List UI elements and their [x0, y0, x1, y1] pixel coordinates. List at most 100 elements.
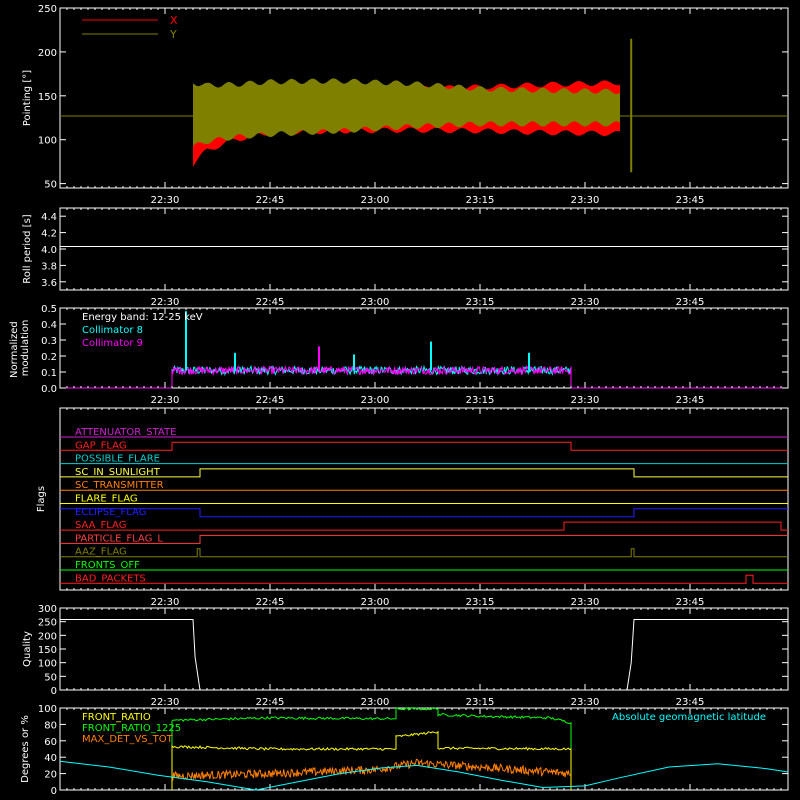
x-tick-label: 23:30 [571, 395, 600, 406]
x-tick-label: 23:30 [571, 297, 600, 308]
pointing-y-ticks: 50 100 150 200 250 [38, 4, 788, 191]
flag-label-flare-flag: FLARE_FLAG [75, 494, 138, 505]
modulation-ylabel: Normalized modulation [9, 318, 31, 378]
roll-x-ticks: 22:30 22:45 23:00 23:15 23:30 23:45 [59, 208, 789, 308]
x-tick-label: 23:30 [571, 697, 600, 708]
front-series-max-det-vs-tot [171, 758, 572, 782]
y-tick-label: 40 [44, 753, 57, 764]
flags-x-ticks: 22:30 22:45 23:00 23:15 23:30 23:45 [59, 408, 789, 608]
y-tick-label: 20 [44, 770, 57, 781]
legend-max-det-vs-tot: MAX_DET_VS_TOT [82, 734, 174, 745]
x-tick-label: 23:30 [571, 597, 600, 608]
x-tick-label: 23:00 [361, 195, 390, 206]
y-tick-label: 150 [38, 645, 57, 656]
x-tick-label: 23:00 [361, 697, 390, 708]
modulation-collimator-9 [171, 364, 572, 388]
x-tick-label: 22:30 [151, 697, 180, 708]
y-tick-label: 100 [38, 704, 57, 715]
x-tick-label: 23:45 [676, 697, 705, 708]
x-tick-label: 22:45 [256, 297, 285, 308]
x-tick-label: 22:30 [151, 195, 180, 206]
quality-line [60, 619, 788, 691]
flag-line-sc-in-sunlight [60, 468, 788, 478]
y-tick-label: 4.0 [41, 245, 57, 256]
y-tick-label: 80 [44, 720, 57, 731]
flag-label-saa-flag: SAA_FLAG [75, 520, 126, 531]
roll-y-ticks: 3.6 3.8 4.0 4.2 4.4 [41, 212, 788, 289]
modulation-ylabel-line2: modulation [20, 320, 31, 377]
modulation-x-ticks: 22:30 22:45 23:00 23:15 23:30 23:45 [59, 308, 789, 406]
front-panel: 0 20 40 60 80 100 Degrees or % FRONT_RATIO FR… [20, 704, 789, 797]
flag-label-bad-packets: BAD_PACKETS [75, 573, 146, 584]
y-tick-label: 250 [38, 4, 57, 15]
flag-line-gap-flag [60, 441, 788, 451]
x-tick-label: 23:00 [361, 597, 390, 608]
y-tick-label: 150 [38, 92, 57, 103]
x-tick-label: 22:45 [256, 195, 285, 206]
x-tick-label: 22:45 [256, 597, 285, 608]
y-tick-label: 50 [44, 180, 57, 191]
x-tick-label: 23:15 [466, 297, 495, 308]
modulation-ylabel-line1: Normalized [9, 321, 20, 378]
y-tick-label: 3.8 [41, 261, 57, 272]
y-tick-label: 300 [38, 604, 57, 615]
energy-band-label: Energy band: 12-25 keV [82, 312, 203, 323]
flag-label-attenuator-state: ATTENUATOR_STATE [75, 427, 176, 438]
roll-ylabel: Roll period [s] [22, 214, 33, 283]
flag-line-bad-packets [60, 574, 788, 584]
front-ylabel: Degrees or % [20, 715, 31, 783]
x-tick-label: 23:45 [676, 597, 705, 608]
x-tick-label: 22:45 [256, 395, 285, 406]
y-tick-label: 0 [51, 686, 57, 697]
pointing-plot [60, 38, 788, 173]
front-series-absolute-geomagnetic-latitude [59, 760, 789, 791]
flags-plot: ATTENUATOR_STATE GAP_FLAG POSSIBLE_FLARE SC… [60, 427, 788, 584]
x-tick-label: 23:30 [571, 195, 600, 206]
y-tick-label: 0.5 [41, 304, 57, 315]
legend-collimator8: Collimator 8 [82, 325, 143, 336]
legend-x-label: X [170, 14, 178, 27]
legend-front-ratio: FRONT_RATIO [82, 712, 151, 723]
y-tick-label: 0.4 [41, 320, 57, 331]
legend-collimator9: Collimator 9 [82, 338, 143, 349]
modulation-panel: 0.00.10.20.30.40.5 22:30 22:45 23:00 23:15 2… [9, 304, 789, 406]
pointing-panel: 50 100 150 200 250 22:30 22:45 23:00 23:15 23:30… [22, 4, 789, 206]
front-y-ticks: 0 20 40 60 80 100 [38, 704, 788, 797]
y-tick-label: 60 [44, 737, 57, 748]
flag-label-gap-flag: GAP_FLAG [75, 440, 127, 451]
y-tick-label: 0.1 [41, 368, 57, 379]
flag-line-eclipse-flag [60, 508, 788, 518]
flag-label-particle-flag-l: PARTICLE_FLAG_L [75, 533, 163, 544]
x-tick-label: 23:15 [466, 195, 495, 206]
flag-line-particle-flag-l [60, 534, 788, 544]
x-tick-label: 23:15 [466, 697, 495, 708]
front-series-front-ratio [171, 730, 572, 790]
quality-x-ticks: 22:30 22:45 23:00 23:15 23:30 23:45 [59, 608, 789, 708]
y-tick-label: 250 [38, 618, 57, 629]
y-tick-label: 0.0 [41, 384, 57, 395]
y-tick-label: 200 [38, 48, 57, 59]
y-tick-label: 0 [51, 786, 57, 797]
x-tick-label: 23:00 [361, 395, 390, 406]
roll-panel: 3.6 3.8 4.0 4.2 4.4 22:30 22:45 23:00 23:15 23:3… [22, 207, 789, 308]
front-series-front-ratio-1225 [171, 706, 572, 790]
y-tick-label: 50 [44, 672, 57, 683]
flag-line-aaz-flag [60, 548, 788, 558]
pointing-ylabel: Pointing [°] [22, 70, 33, 126]
y-tick-label: 100 [38, 136, 57, 147]
y-tick-label: 0.3 [41, 336, 57, 347]
flag-label-possible-flare: POSSIBLE_FLARE [75, 454, 160, 465]
pointing-x-ticks: 22:30 22:45 23:00 23:15 23:30 23:45 [59, 8, 789, 206]
x-tick-label: 23:15 [466, 597, 495, 608]
flag-label-fronts-off: FRONTS_OFF [75, 560, 140, 571]
legend-front-ratio-1225: FRONT_RATIO_1225 [82, 723, 181, 734]
x-tick-label: 22:30 [151, 597, 180, 608]
y-tick-label: 100 [38, 659, 57, 670]
flag-label-sc-in-sunlight: SC_IN_SUNLIGHT [75, 467, 161, 478]
legend-y-label: Y [169, 28, 177, 41]
quality-ylabel: Quality [22, 631, 33, 667]
y-tick-label: 3.6 [41, 278, 57, 289]
front-plot [59, 706, 789, 791]
x-tick-label: 22:30 [151, 297, 180, 308]
